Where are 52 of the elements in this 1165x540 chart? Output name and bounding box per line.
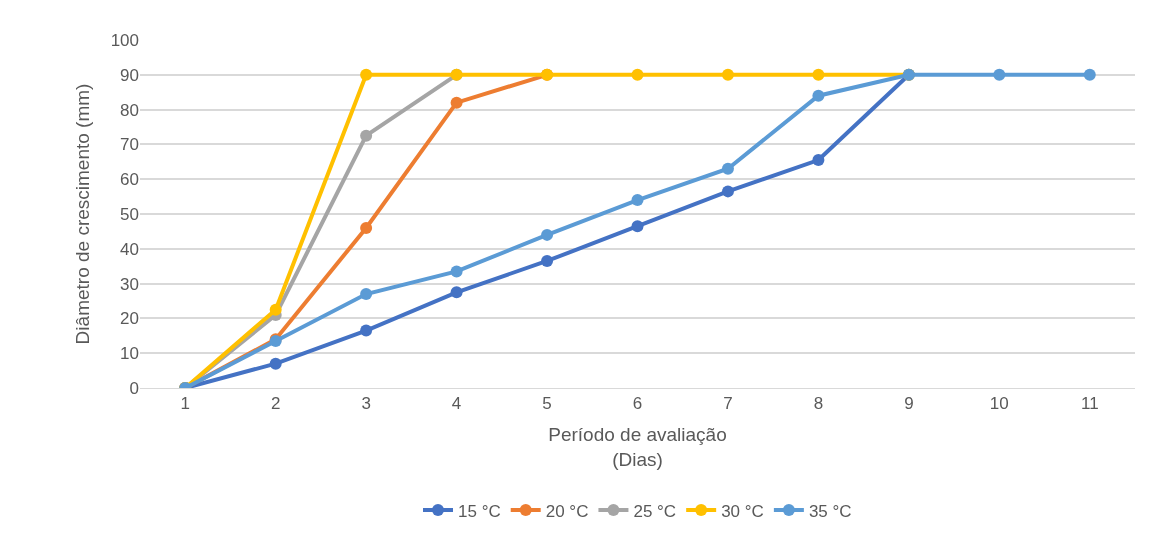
point <box>721 162 734 175</box>
point <box>541 254 554 267</box>
x-tick-label: 7 <box>723 394 733 414</box>
y-tick-label: 100 <box>110 30 139 50</box>
legend-label: 30 °C <box>721 501 764 521</box>
point <box>360 288 373 301</box>
point <box>1083 68 1096 81</box>
x-tick-label: 5 <box>542 394 552 414</box>
y-tick-label: 60 <box>120 170 139 190</box>
legend-label: 20 °C <box>545 501 589 521</box>
point <box>269 357 282 370</box>
point <box>631 220 644 233</box>
point <box>360 221 373 234</box>
y-axis-title: Diâmetro de crescimento (mm) <box>72 83 94 345</box>
x-tick-label: 10 <box>989 394 1009 414</box>
legend-label: 25 °C <box>633 501 677 521</box>
y-tick-label: 50 <box>120 204 139 224</box>
x-tick-label: 3 <box>361 394 371 414</box>
point <box>450 96 463 109</box>
x-tick-label: 11 <box>1080 394 1099 414</box>
point <box>450 286 463 299</box>
x-tick-label: 2 <box>270 394 281 414</box>
point <box>721 68 734 81</box>
y-tick-label: 80 <box>120 100 139 120</box>
y-tick-label: 0 <box>129 378 139 398</box>
point <box>450 265 463 278</box>
y-tick-label: 70 <box>120 135 139 155</box>
point <box>631 68 644 81</box>
point <box>812 89 825 102</box>
y-tick-label: 40 <box>120 239 139 259</box>
x-tick-label: 6 <box>632 394 643 414</box>
y-tick-label: 90 <box>120 65 139 85</box>
point <box>993 68 1006 81</box>
point <box>360 324 373 337</box>
point <box>631 194 644 207</box>
y-tick-label: 20 <box>120 309 139 329</box>
x-tick-label: 4 <box>451 394 462 414</box>
point <box>541 228 554 241</box>
legend-label: 35 °C <box>808 501 852 521</box>
point <box>812 154 825 167</box>
y-tick-label: 10 <box>120 344 139 364</box>
point <box>360 68 373 81</box>
y-tick-label: 30 <box>120 274 139 294</box>
point <box>812 68 825 81</box>
x-tick-label: 1 <box>180 394 190 414</box>
point <box>721 185 734 198</box>
legend-label: 15 °C <box>458 501 501 521</box>
x-tick-label: 8 <box>813 394 824 414</box>
point <box>360 129 373 142</box>
x-tick-label: 9 <box>904 394 914 414</box>
x-axis-title: Período de avaliação (Dias) <box>548 424 727 470</box>
point <box>269 303 282 316</box>
